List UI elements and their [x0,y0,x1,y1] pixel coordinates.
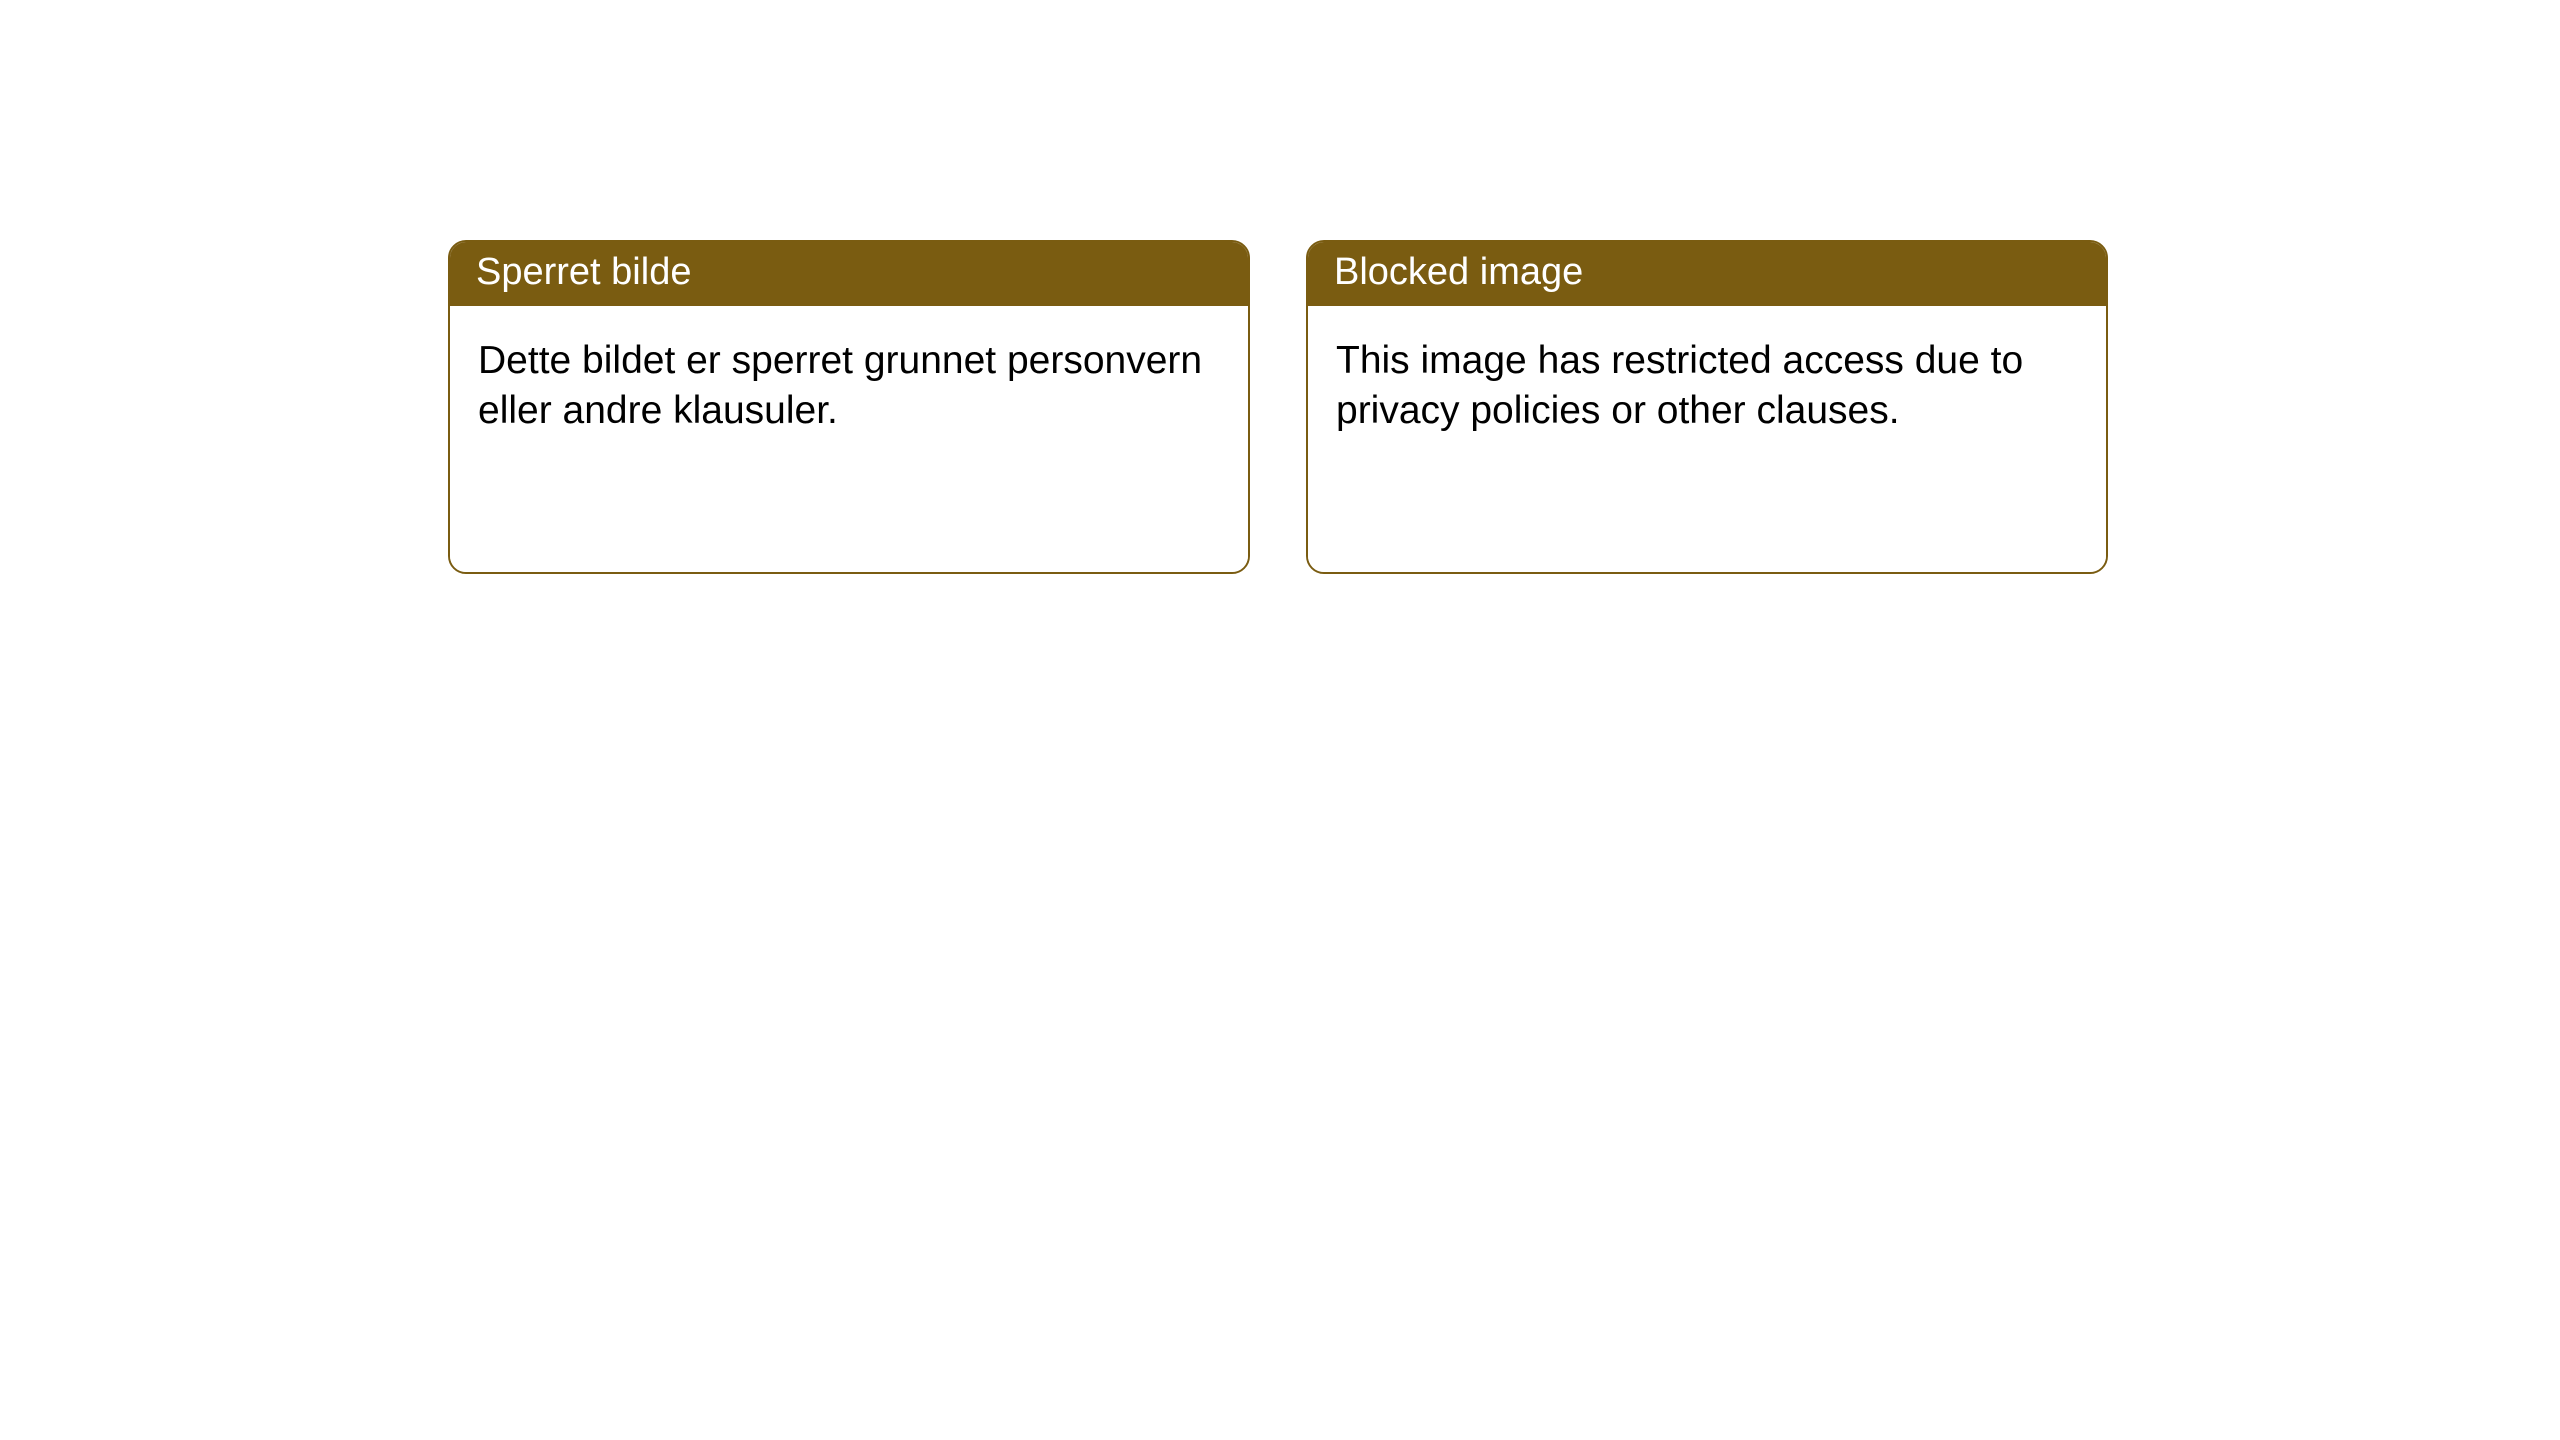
notice-body: This image has restricted access due to … [1308,306,2106,572]
notice-title: Blocked image [1308,242,2106,306]
notice-card-norwegian: Sperret bilde Dette bildet er sperret gr… [448,240,1250,574]
notice-title: Sperret bilde [450,242,1248,306]
notice-container: Sperret bilde Dette bildet er sperret gr… [0,0,2560,574]
notice-card-english: Blocked image This image has restricted … [1306,240,2108,574]
notice-body: Dette bildet er sperret grunnet personve… [450,306,1248,572]
